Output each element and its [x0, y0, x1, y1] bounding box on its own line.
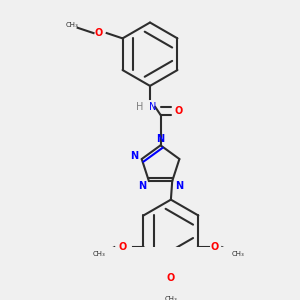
Text: O: O — [167, 273, 175, 283]
Text: N: N — [157, 134, 165, 144]
Text: CH₃: CH₃ — [164, 296, 177, 300]
Text: N: N — [138, 182, 146, 191]
Text: N: N — [149, 102, 156, 112]
Text: CH₃: CH₃ — [66, 22, 79, 28]
Text: N: N — [175, 182, 183, 191]
Text: H: H — [136, 102, 143, 112]
Text: O: O — [95, 28, 103, 38]
Text: O: O — [175, 106, 183, 116]
Text: CH₃: CH₃ — [92, 251, 105, 257]
Text: O: O — [118, 242, 126, 252]
Text: O: O — [210, 242, 218, 252]
Text: N: N — [130, 152, 138, 161]
Text: CH₃: CH₃ — [232, 251, 244, 257]
